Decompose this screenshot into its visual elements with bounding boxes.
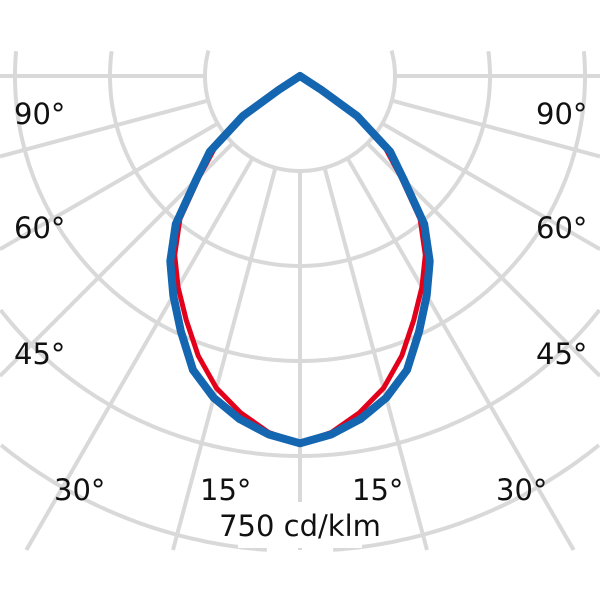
grid-ring — [0, 443, 268, 552]
labels: 90° 60° 45° 30° 15° 15° 30° 45° 60° 90° … — [14, 97, 587, 548]
grid-radial-line — [381, 121, 600, 251]
grid-radial-line — [391, 98, 600, 159]
grid-ring — [332, 443, 600, 552]
angle-label-right-60: 60° — [536, 211, 587, 245]
angle-label-left-45: 45° — [14, 337, 65, 371]
grid-radial-line — [345, 157, 576, 551]
grid-ring — [0, 308, 300, 458]
angle-label-right-30: 30° — [496, 473, 547, 507]
angle-label-left-90: 90° — [14, 97, 65, 131]
angle-label-left-60: 60° — [14, 211, 65, 245]
angle-label-right-15: 15° — [352, 473, 403, 507]
angle-label-left-30: 30° — [54, 473, 105, 507]
grid-radial-line — [322, 167, 429, 551]
series-curve-1 — [166, 72, 434, 448]
grid-radial-line — [0, 121, 219, 251]
angle-label-left-15: 15° — [200, 473, 251, 507]
angle-label-right-45: 45° — [536, 337, 587, 371]
unit-label-background — [238, 502, 362, 548]
polar-grid — [0, 49, 600, 552]
grid-ring — [300, 50, 492, 268]
grid-ring — [300, 51, 587, 363]
angle-label-right-90: 90° — [536, 97, 587, 131]
grid-ring — [108, 50, 300, 268]
curves — [166, 72, 434, 448]
grid-radial-line — [0, 98, 209, 159]
grid-radial-line — [24, 157, 255, 552]
unit-label: 750 cd/klm — [219, 509, 381, 543]
grid-ring — [300, 308, 600, 458]
grid-radial-line — [171, 167, 278, 551]
grid-ring — [13, 51, 300, 363]
